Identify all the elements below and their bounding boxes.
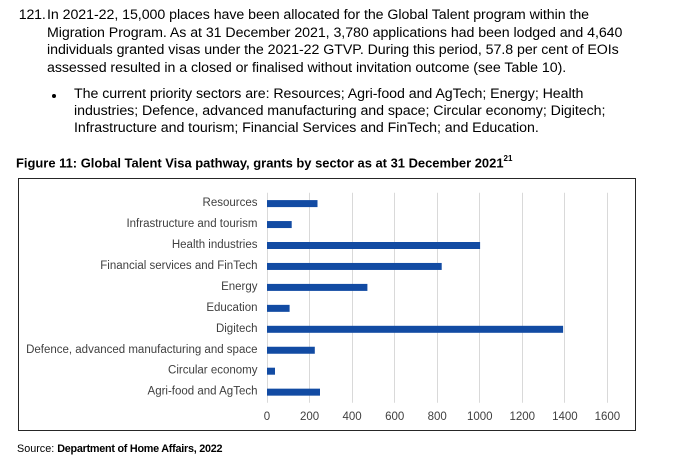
svg-text:Digitech: Digitech: [216, 322, 258, 334]
svg-text:Energy: Energy: [221, 280, 258, 292]
svg-text:600: 600: [385, 411, 404, 423]
svg-text:Agri-food and AgTech: Agri-food and AgTech: [148, 385, 258, 397]
svg-text:Resources: Resources: [203, 197, 258, 209]
svg-text:Health industries: Health industries: [172, 239, 258, 251]
svg-text:Infrastructure and tourism: Infrastructure and tourism: [126, 218, 257, 230]
svg-text:1000: 1000: [467, 411, 493, 423]
svg-text:800: 800: [428, 411, 447, 423]
svg-text:1400: 1400: [552, 411, 578, 423]
svg-text:400: 400: [343, 411, 362, 423]
svg-text:200: 200: [300, 411, 319, 423]
svg-text:1600: 1600: [595, 411, 621, 423]
svg-text:Financial services and FinTech: Financial services and FinTech: [100, 259, 257, 271]
svg-text:Education: Education: [206, 301, 257, 313]
svg-text:1200: 1200: [510, 411, 536, 423]
svg-text:0: 0: [264, 411, 270, 423]
svg-text:Circular economy: Circular economy: [168, 364, 258, 376]
svg-text:Defence, advanced manufacturin: Defence, advanced manufacturing and spac…: [26, 343, 257, 355]
